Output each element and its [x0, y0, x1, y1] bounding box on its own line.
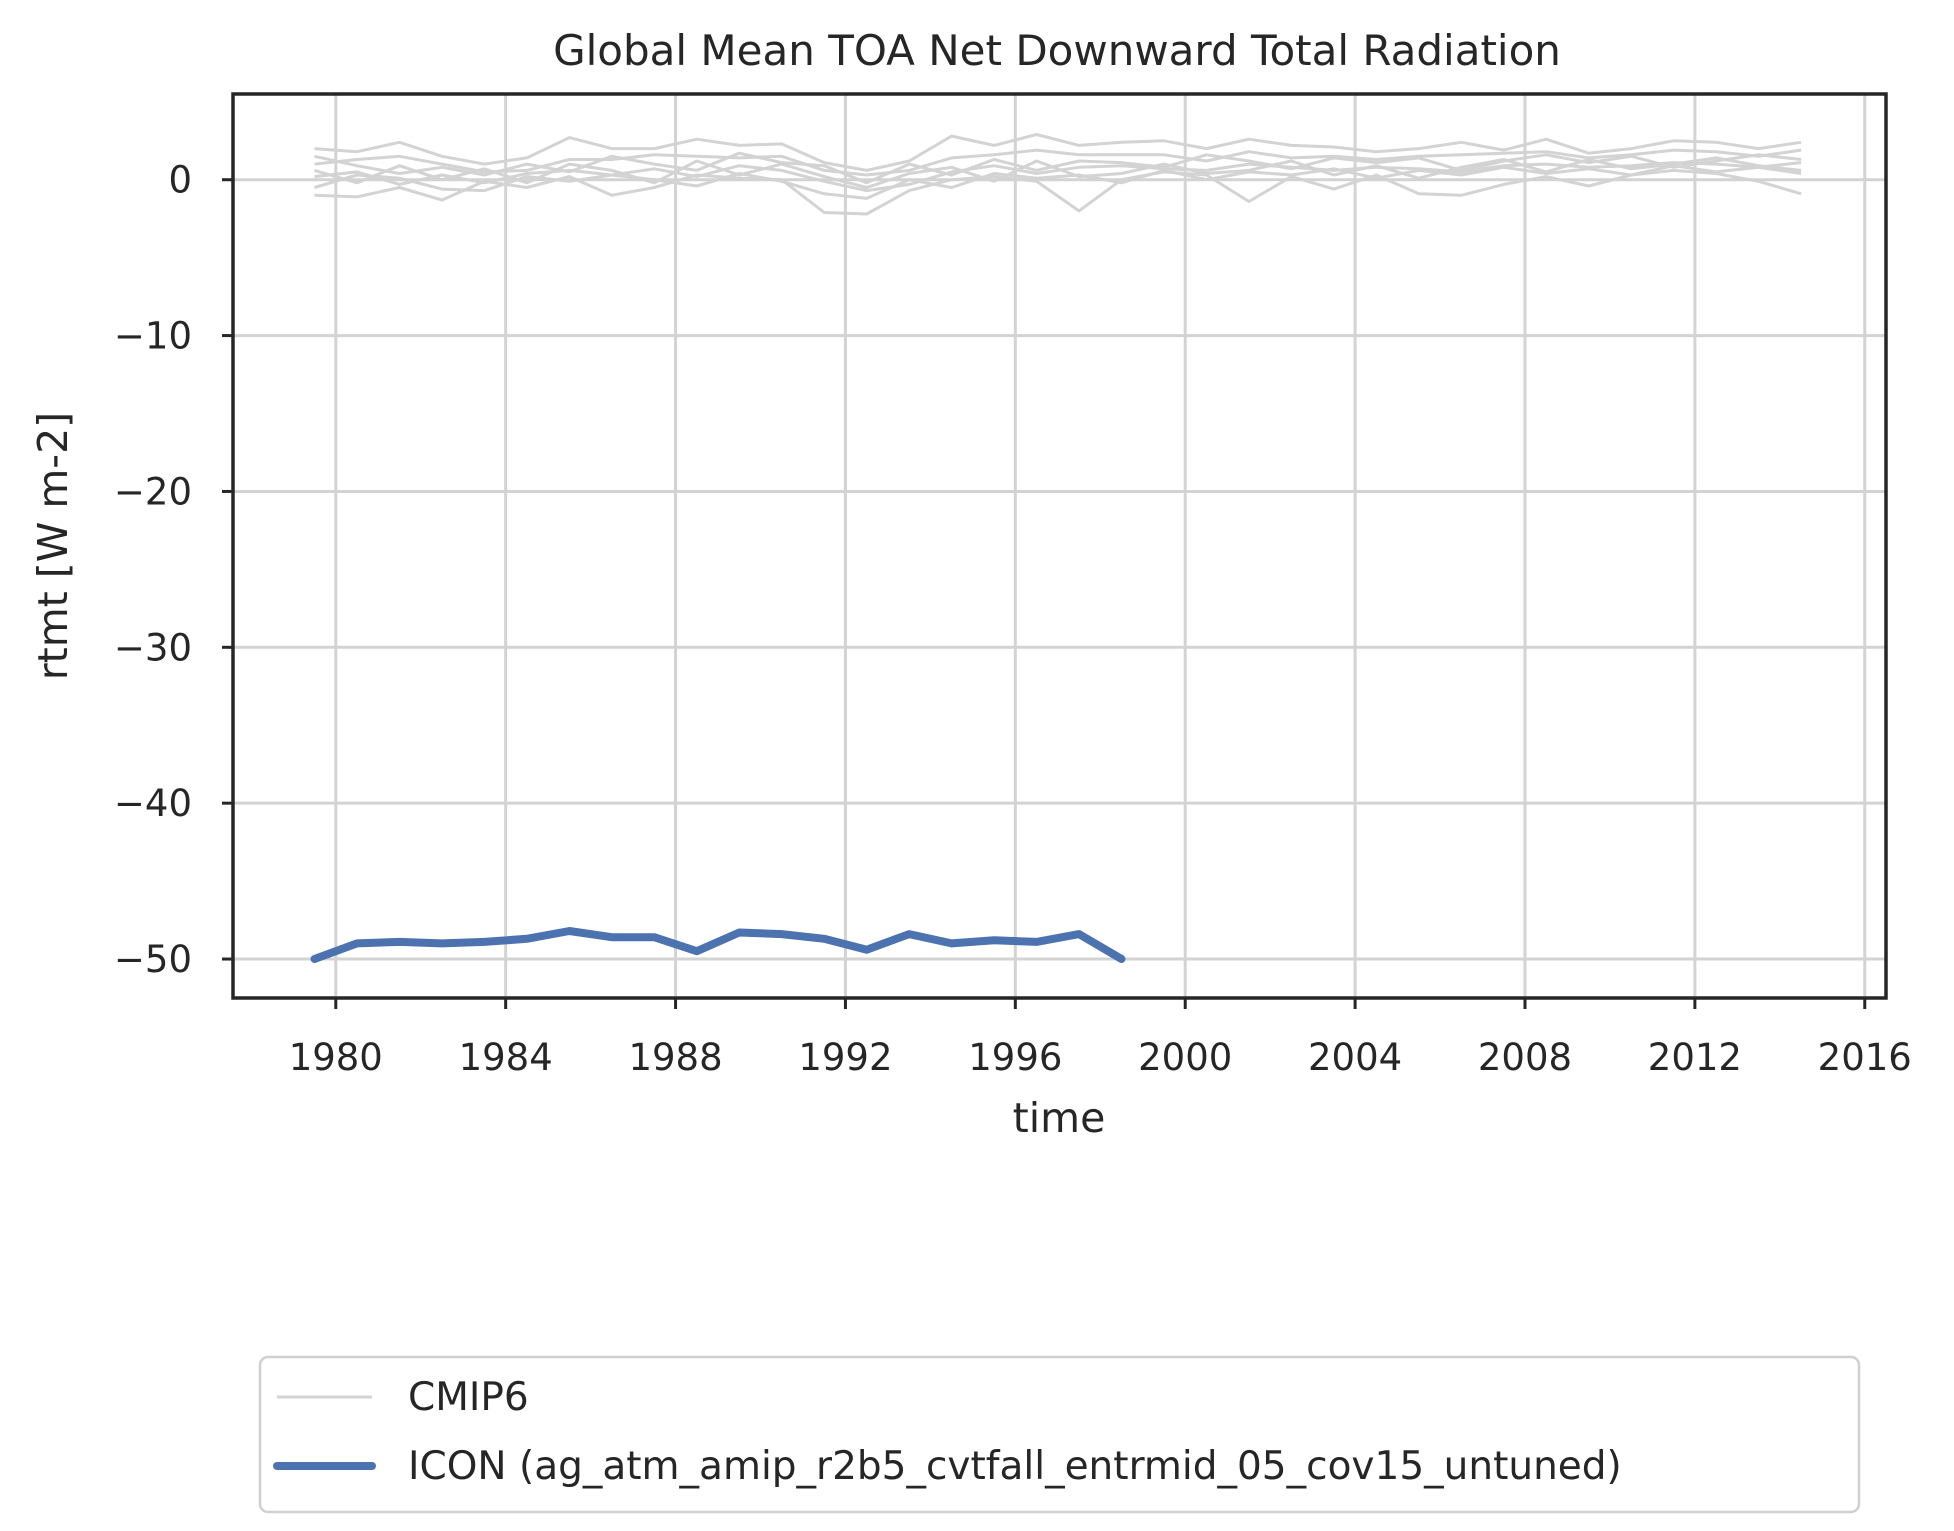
axis-ticks: 1980 1984 1988 1992 1996 2000 2004 2008 2012 2016… — [114, 159, 1912, 1079]
legend-box — [258, 1355, 1861, 1514]
x-tick-label: 2004 — [1308, 1036, 1402, 1079]
x-tick-label: 2008 — [1478, 1036, 1572, 1079]
legend-label-icon: ICON (ag_atm_amip_r2b5_cvtfall_entrmid_0… — [408, 1444, 1622, 1489]
series-line-cmip6 — [314, 156, 1802, 189]
legend: CMIP6 ICON (ag_atm_amip_r2b5_cvtfall_ent… — [258, 1355, 1861, 1514]
y-tick-label: −40 — [114, 782, 192, 825]
x-tick-label: 1996 — [968, 1036, 1062, 1079]
series-group — [310, 133, 1802, 963]
series-line-cmip6 — [314, 151, 1802, 185]
chart-title: Global Mean TOA Net Downward Total Radia… — [553, 26, 1561, 75]
legend-label-cmip6: CMIP6 — [408, 1375, 529, 1420]
y-axis-label: rtmt [W m-2] — [29, 412, 77, 680]
y-tick-label: −50 — [114, 938, 192, 981]
grid — [233, 94, 1886, 998]
x-tick-label: 1984 — [459, 1036, 553, 1079]
x-tick-label: 1988 — [628, 1036, 722, 1079]
x-axis-label: time — [1013, 1094, 1106, 1142]
y-tick-label: 0 — [168, 159, 192, 202]
x-tick-label: 2000 — [1138, 1036, 1232, 1079]
series-line-icon — [310, 927, 1126, 963]
x-tick-label: 1980 — [289, 1036, 383, 1079]
y-tick-label: −30 — [114, 626, 192, 669]
series-line-cmip6 — [314, 133, 1802, 172]
x-tick-label: 2012 — [1648, 1036, 1742, 1079]
plot-frame — [231, 92, 1888, 1000]
series-line-cmip6 — [314, 148, 1802, 177]
y-tick-label: −20 — [114, 470, 192, 513]
series-line-cmip6 — [314, 164, 1802, 200]
x-tick-label: 2016 — [1818, 1036, 1912, 1079]
series-line-cmip6 — [314, 168, 1802, 216]
y-tick-label: −10 — [114, 315, 192, 358]
x-tick-label: 1992 — [798, 1036, 892, 1079]
